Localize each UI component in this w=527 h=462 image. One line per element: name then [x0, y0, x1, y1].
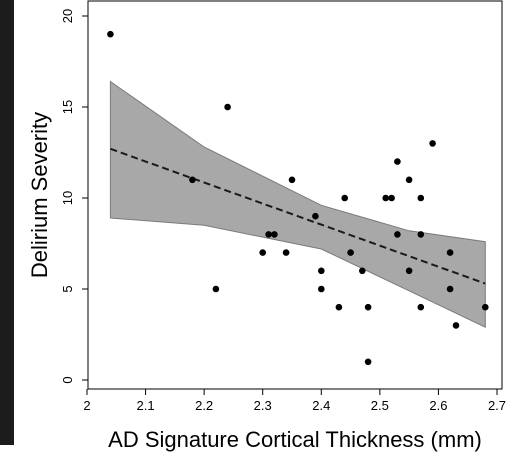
data-point: [429, 140, 436, 147]
confidence-band-layer: [109, 80, 486, 328]
y-axis-label: Delirium Severity: [27, 112, 52, 278]
cropped-caption-fragment: [158, 452, 258, 462]
data-point: [446, 249, 454, 256]
x-tick-label: 2.7: [488, 398, 506, 413]
data-point: [335, 303, 343, 311]
data-point: [359, 267, 366, 275]
data-point: [417, 231, 425, 238]
data-point: [318, 285, 325, 293]
data-point: [265, 231, 272, 238]
data-point: [364, 358, 372, 366]
y-tick-label: 20: [60, 9, 75, 23]
data-point: [364, 303, 372, 311]
plot-frame: [87, 0, 503, 390]
confidence-band: [109, 80, 486, 328]
data-point: [417, 303, 425, 311]
fit-line-layer: [110, 147, 486, 285]
fit-line: [110, 147, 486, 285]
y-tick-label: 0: [60, 376, 75, 383]
x-axis-label: AD Signature Cortical Thickness (mm): [108, 427, 482, 452]
x-axis: 2 2.1 2.2 2.3 2.4 2.5 2.6 2.7: [83, 389, 506, 413]
data-point: [394, 231, 401, 238]
data-point: [405, 267, 413, 275]
data-point: [107, 30, 114, 38]
data-point: [388, 194, 395, 202]
points-layer: [107, 30, 489, 366]
x-tick-label: 2.3: [254, 398, 272, 413]
x-tick-label: 2.1: [137, 398, 155, 413]
x-tick-label: 2.4: [312, 398, 330, 413]
data-point: [288, 176, 296, 184]
data-point: [189, 176, 196, 184]
data-point: [312, 212, 319, 220]
data-point: [446, 285, 454, 293]
data-point: [394, 158, 401, 165]
x-tick-label: 2.6: [429, 398, 447, 413]
data-point: [224, 103, 231, 111]
x-tick-label: 2: [83, 398, 90, 413]
data-point: [482, 303, 489, 311]
data-point: [382, 194, 390, 202]
x-tick-label: 2.2: [195, 398, 213, 413]
y-tick-label: 15: [60, 100, 75, 114]
data-point: [417, 194, 425, 202]
data-point: [341, 194, 349, 202]
data-point: [452, 322, 460, 329]
data-point: [212, 285, 220, 293]
y-axis: 0 5 10 15 20: [60, 9, 88, 384]
y-tick-label: 5: [60, 285, 75, 292]
data-point: [271, 231, 278, 238]
left-dark-edge: [0, 0, 14, 445]
data-point: [347, 249, 354, 256]
data-point: [282, 249, 290, 256]
x-tick-label: 2.5: [371, 398, 389, 413]
data-point: [259, 249, 267, 256]
data-point: [405, 176, 413, 184]
data-point: [318, 267, 325, 275]
y-tick-label: 10: [60, 191, 75, 205]
